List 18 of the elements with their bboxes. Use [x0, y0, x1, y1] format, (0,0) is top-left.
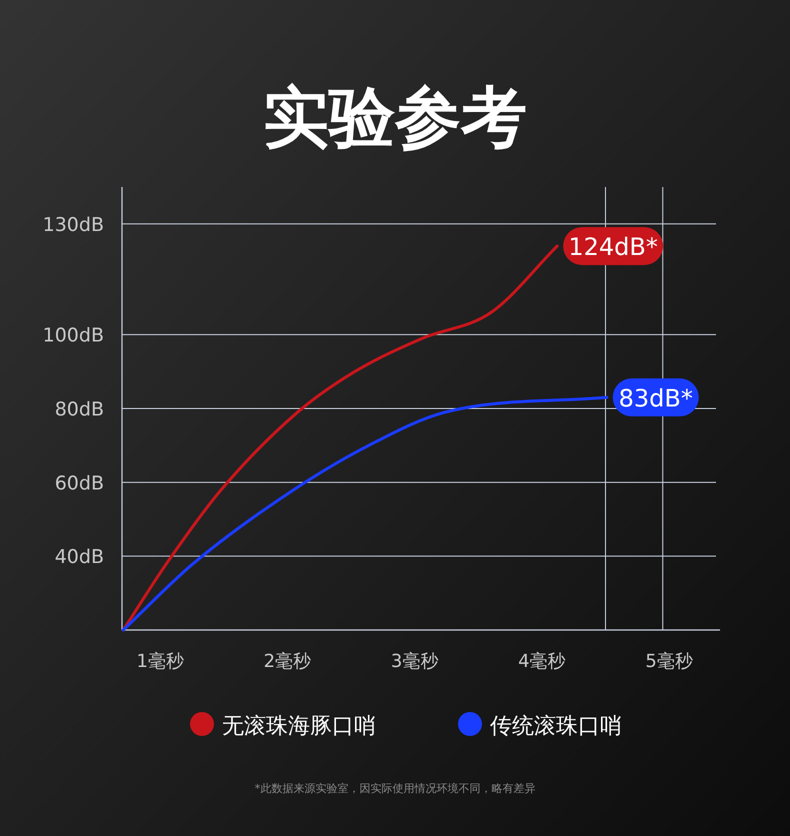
- x-tick-label: 3毫秒: [390, 651, 438, 672]
- y-tick-label: 80dB: [54, 398, 104, 420]
- line-series: [122, 396, 608, 632]
- text: *此数据来源实验室，因实际使用情况环境不同，略有差异: [254, 782, 536, 795]
- y-tick-label: 100dB: [42, 324, 104, 347]
- y-tick-label: 40dB: [54, 546, 104, 568]
- y-tick-label: 60dB: [54, 472, 104, 494]
- x-tick-label: 5毫秒: [645, 651, 693, 672]
- legend-label: 无滚珠海豚口哨: [222, 714, 376, 739]
- data-label: 83dB*: [618, 384, 693, 412]
- x-tick-label: 2毫秒: [264, 651, 312, 672]
- x-tick-label: 1毫秒: [136, 651, 184, 672]
- line-series: [122, 244, 559, 632]
- x-tick-label: 4毫秒: [518, 651, 566, 672]
- chart-title: 实验参考: [263, 79, 527, 156]
- legend-label: 传统滚珠口哨: [490, 714, 622, 739]
- data-label: 124dB*: [568, 233, 658, 262]
- y-tick-label: 130dB: [42, 214, 104, 236]
